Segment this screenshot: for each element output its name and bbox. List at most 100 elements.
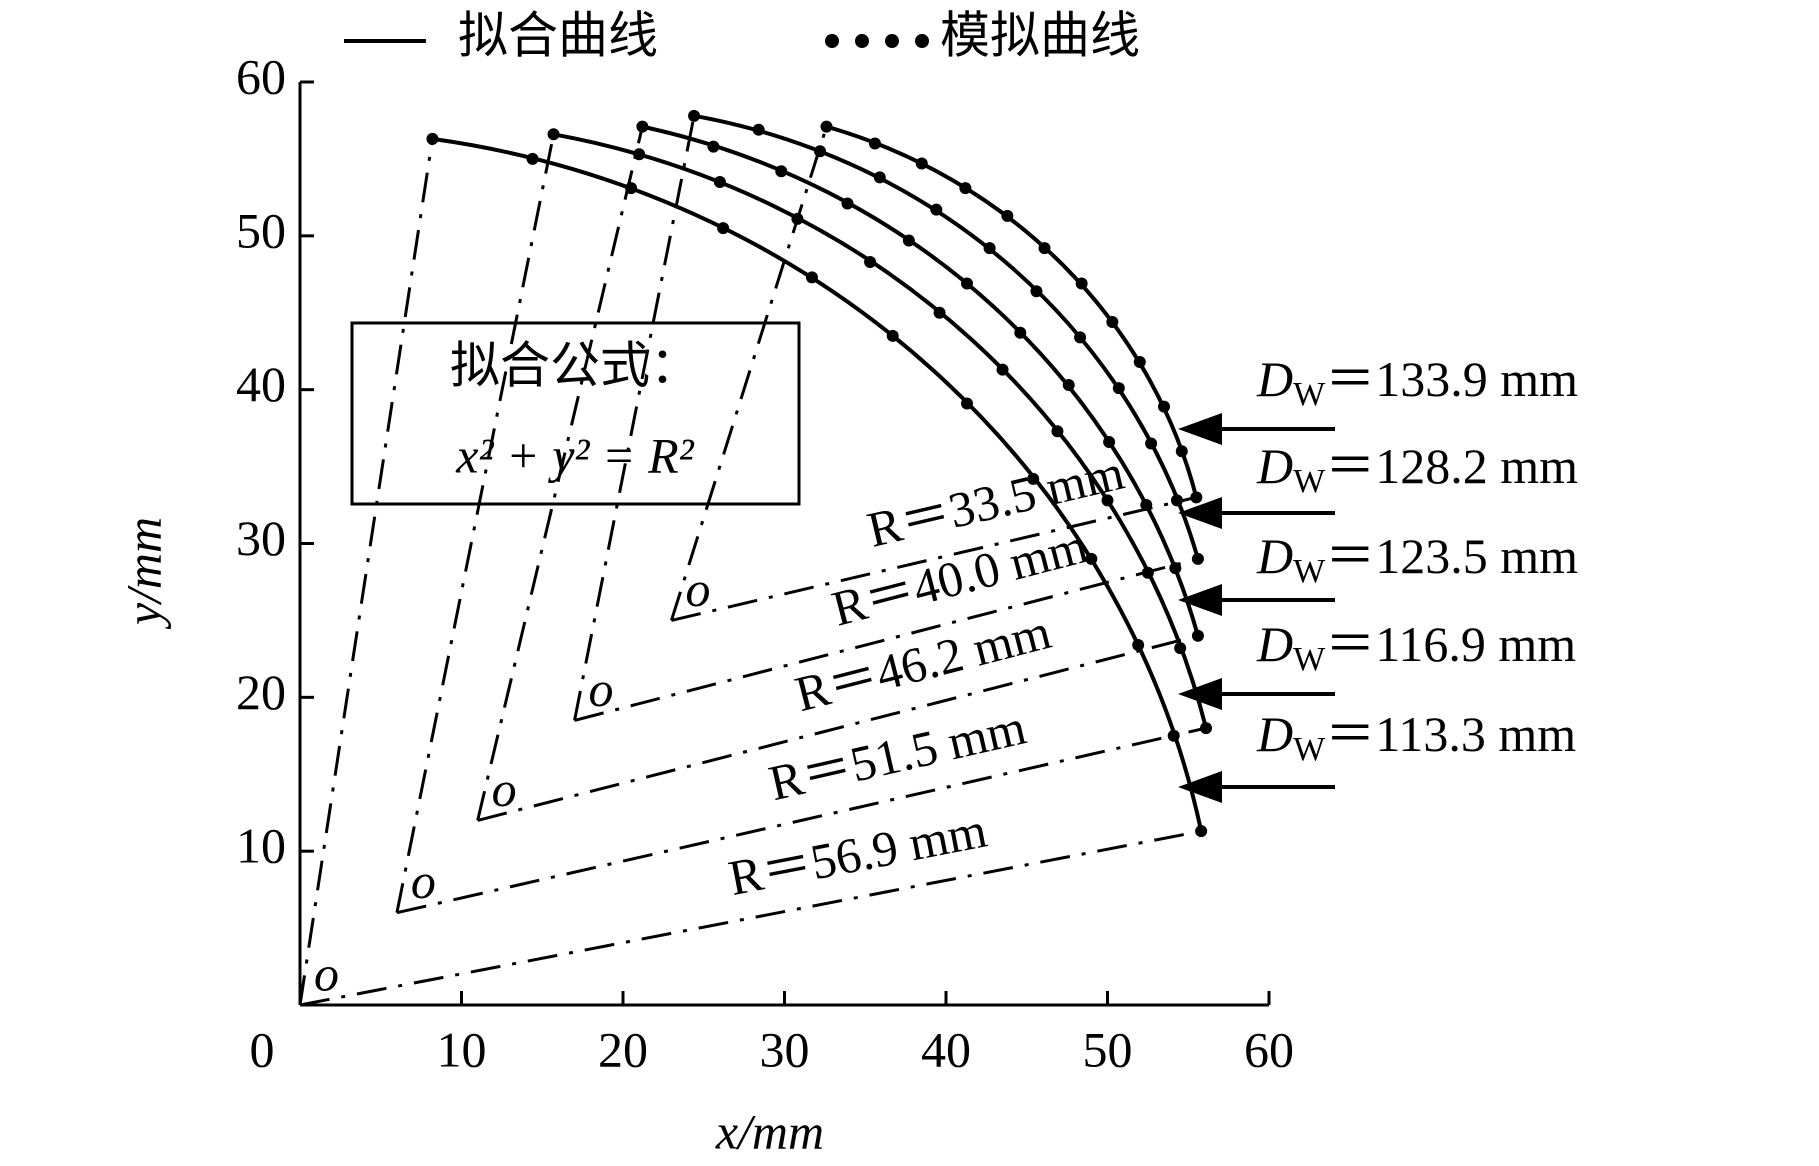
formula: x² + y² = R² — [455, 427, 694, 483]
simulated-point — [1132, 639, 1145, 652]
simulated-point — [752, 123, 765, 136]
legend-dot — [885, 34, 899, 48]
simulated-point — [841, 197, 854, 210]
simulated-point — [713, 175, 726, 188]
dw-label: DW＝128.2 mm — [1256, 438, 1578, 499]
simulated-point — [933, 306, 946, 319]
simulated-point — [930, 203, 943, 216]
dw-label: DW＝133.9 mm — [1256, 351, 1578, 412]
radius-line — [299, 829, 1202, 1007]
center-label: o — [314, 945, 339, 1001]
dw-label: DW＝113.3 mm — [1256, 706, 1576, 767]
x-tick-label: 20 — [598, 1021, 648, 1077]
simulated-point — [820, 120, 833, 133]
radius-line — [395, 134, 556, 913]
x-tick-label: 0 — [250, 1021, 275, 1077]
y-tick-label: 30 — [236, 510, 286, 566]
fitted-curve — [825, 124, 1199, 498]
simulated-point — [1051, 425, 1064, 438]
simulated-point — [805, 271, 818, 284]
fitted-curve — [553, 132, 1208, 729]
simulated-point — [868, 137, 881, 150]
simulated-point — [1175, 445, 1188, 458]
simulated-point — [996, 363, 1009, 376]
simulated-point — [1190, 491, 1203, 504]
simulated-point — [775, 165, 788, 178]
arrow-head — [1178, 497, 1222, 529]
simulated-point — [526, 152, 539, 165]
radius-line — [670, 126, 828, 621]
simulated-point — [1174, 642, 1187, 655]
y-axis-title: y/mm — [115, 517, 171, 630]
simulated-point — [1158, 400, 1171, 413]
simulated-point — [1145, 437, 1158, 450]
arrow-head — [1178, 771, 1222, 803]
dw-symbol: D — [1256, 616, 1293, 672]
radius-line — [477, 634, 1199, 822]
fitted-curve — [693, 113, 1200, 560]
simulated-point — [426, 132, 439, 145]
dw-symbol: D — [1256, 528, 1293, 584]
formula-title: 拟合公式： — [450, 337, 700, 393]
x-tick-label: 30 — [760, 1021, 810, 1077]
x-tick-label: 10 — [437, 1021, 487, 1077]
dw-subscript: W — [1293, 376, 1326, 413]
simulated-point — [1191, 552, 1204, 565]
dw-label: DW＝123.5 mm — [1256, 528, 1578, 589]
simulated-point — [547, 128, 560, 141]
simulated-point — [636, 120, 649, 133]
simulated-point — [1195, 825, 1208, 838]
dw-symbol: D — [1256, 351, 1293, 407]
simulated-point — [983, 242, 996, 255]
simulated-point — [1074, 331, 1087, 344]
dw-subscript: W — [1293, 641, 1326, 678]
radius-label: R＝56.9 mm — [724, 802, 991, 906]
simulated-point — [1103, 435, 1116, 448]
y-tick-label: 20 — [236, 664, 286, 720]
simulated-point — [915, 157, 928, 170]
simulated-point — [1191, 629, 1204, 642]
center-label: o — [685, 561, 710, 617]
simulated-point — [902, 234, 915, 247]
legend-dot — [855, 34, 869, 48]
arrow-head — [1178, 584, 1222, 616]
x-axis-title: x/mm — [715, 1103, 824, 1159]
simulated-point — [1200, 722, 1213, 735]
legend-label: 模拟曲线 — [940, 7, 1140, 63]
simulated-point — [1085, 552, 1098, 565]
center-label: o — [492, 761, 517, 817]
simulated-point — [1014, 326, 1027, 339]
simulated-point — [1027, 472, 1040, 485]
dw-text: ＝113.3 mm — [1325, 706, 1576, 762]
simulated-point — [1101, 494, 1114, 507]
simulated-point — [1106, 315, 1119, 328]
dw-subscript: W — [1293, 731, 1326, 768]
radius-line — [573, 115, 696, 721]
simulated-point — [1170, 494, 1183, 507]
simulated-point — [1038, 242, 1051, 255]
simulated-point — [1075, 277, 1088, 290]
simulated-point — [707, 140, 720, 153]
dw-label: DW＝116.9 mm — [1256, 616, 1576, 677]
simulated-point — [1030, 285, 1043, 298]
dw-text: ＝116.9 mm — [1325, 616, 1576, 672]
y-tick-label: 60 — [236, 48, 286, 104]
simulated-point — [1001, 209, 1014, 222]
dw-subscript: W — [1293, 553, 1326, 590]
center-label: o — [411, 853, 436, 909]
dw-text: ＝133.9 mm — [1325, 351, 1578, 407]
x-tick-label: 60 — [1244, 1021, 1294, 1077]
simulated-point — [1112, 382, 1125, 395]
arrow-head — [1178, 413, 1222, 445]
simulated-point — [886, 329, 899, 342]
simulated-point — [1133, 355, 1146, 368]
dw-symbol: D — [1256, 706, 1293, 762]
dw-text: ＝128.2 mm — [1325, 438, 1578, 494]
x-tick-label: 40 — [921, 1021, 971, 1077]
radius-line — [671, 495, 1197, 622]
radius-line — [396, 726, 1207, 915]
dw-subscript: W — [1293, 463, 1326, 500]
simulated-point — [1062, 379, 1075, 392]
y-tick-label: 10 — [236, 818, 286, 874]
